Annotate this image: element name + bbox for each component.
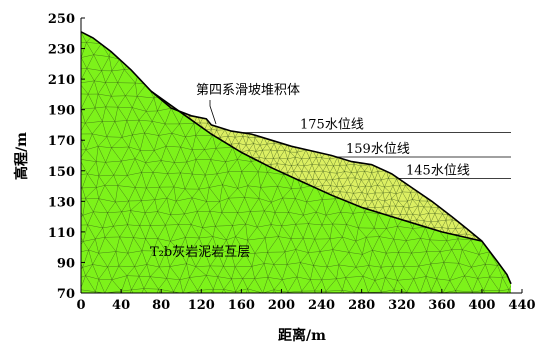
water-level-label: 175水位线 bbox=[300, 118, 364, 133]
water-level-label: 145水位线 bbox=[406, 163, 470, 178]
water-level-lines: 175水位线 159水位线 145水位线 bbox=[241, 118, 511, 179]
x-tick-label: 360 bbox=[428, 298, 455, 313]
x-tick-label: 40 bbox=[112, 298, 130, 313]
y-axis-title: 高程/m bbox=[13, 132, 30, 180]
landslide-deposit-fill bbox=[151, 91, 482, 242]
x-tick-label: 280 bbox=[348, 298, 375, 313]
y-tick-label: 210 bbox=[48, 73, 75, 88]
y-tick-label: 250 bbox=[48, 12, 75, 27]
water-level-label: 159水位线 bbox=[346, 142, 410, 157]
x-tick-label: 400 bbox=[468, 298, 495, 313]
x-tick-label: 440 bbox=[508, 298, 535, 313]
x-ticks: 0 40 80 120 160 200 240 280 320 360 400 440 bbox=[76, 289, 536, 313]
x-tick-label: 240 bbox=[308, 298, 335, 313]
y-tick-label: 110 bbox=[48, 226, 75, 241]
x-axis-title: 距离/m bbox=[278, 327, 326, 344]
y-tick-label: 150 bbox=[48, 165, 75, 180]
x-tick-label: 80 bbox=[152, 298, 170, 313]
bedrock-layer-label: T₂b灰岩泥岩互层 bbox=[150, 245, 250, 260]
slip-surface-line bbox=[150, 90, 483, 242]
y-ticks: 70 90 110 130 150 170 190 210 230 250 bbox=[48, 12, 85, 302]
y-tick-label: 90 bbox=[57, 256, 75, 271]
x-tick-label: 320 bbox=[388, 298, 415, 313]
y-tick-label: 230 bbox=[48, 43, 75, 58]
x-tick-label: 160 bbox=[228, 298, 255, 313]
bedrock-fill bbox=[81, 31, 511, 294]
x-tick-label: 200 bbox=[268, 298, 295, 313]
x-tick-label: 120 bbox=[188, 298, 215, 313]
ground-surface-line bbox=[80, 31, 512, 285]
y-tick-label: 170 bbox=[48, 134, 75, 149]
landslide-deposit-label: 第四系滑坡堆积体 bbox=[196, 83, 300, 98]
y-tick-label: 190 bbox=[48, 104, 75, 119]
axes: 0 40 80 120 160 200 240 280 320 360 400 440 70 90 110… bbox=[48, 12, 536, 313]
y-tick-label: 130 bbox=[48, 195, 75, 210]
y-tick-label: 70 bbox=[57, 287, 75, 302]
deposit-leader-line bbox=[209, 100, 217, 125]
x-tick-label: 0 bbox=[76, 298, 85, 313]
